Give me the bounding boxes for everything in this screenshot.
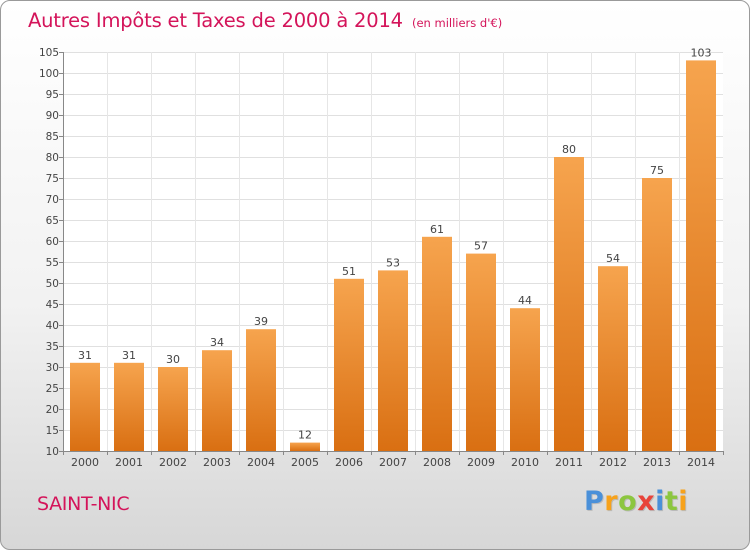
data-label: 54 <box>606 252 620 265</box>
bar <box>246 329 276 451</box>
y-tick-label: 85 <box>46 131 59 143</box>
y-tick-label: 80 <box>46 152 59 164</box>
x-tick-label: 2000 <box>71 456 99 469</box>
y-tick-label: 75 <box>46 173 59 185</box>
bar <box>158 367 188 451</box>
x-tick-label: 2007 <box>379 456 407 469</box>
y-tick-label: 65 <box>46 215 59 227</box>
brand-letter: i <box>678 486 689 517</box>
x-tick-label: 2003 <box>203 456 231 469</box>
y-tick-label: 25 <box>46 383 59 395</box>
brand-letter: P <box>584 486 605 517</box>
data-label: 53 <box>386 256 400 269</box>
y-tick-label: 100 <box>39 68 59 80</box>
bar <box>642 178 672 451</box>
data-label: 31 <box>78 349 92 362</box>
x-tick-label: 2005 <box>291 456 319 469</box>
y-tick-label: 30 <box>46 362 59 374</box>
data-label: 61 <box>430 223 444 236</box>
bar <box>554 157 584 451</box>
bar <box>686 60 716 452</box>
data-label: 103 <box>691 46 712 59</box>
y-tick-label: 70 <box>46 194 59 206</box>
chart-subtitle: (en milliers d'€) <box>411 16 503 30</box>
x-tick-label: 2002 <box>159 456 187 469</box>
data-label: 31 <box>122 349 136 362</box>
brand-letter: t <box>664 486 679 517</box>
brand-letter: r <box>604 486 619 517</box>
x-tick-label: 2004 <box>247 456 275 469</box>
brand-letter: i <box>655 486 665 517</box>
y-tick-label: 40 <box>46 320 59 332</box>
x-tick-label: 2006 <box>335 456 363 469</box>
x-tick-label: 2001 <box>115 456 143 469</box>
y-tick-label: 35 <box>46 341 59 353</box>
chart-title: Autres Impôts et Taxes de 2000 à 2014 (e… <box>28 7 502 37</box>
bar <box>70 362 100 451</box>
y-tick-label: 45 <box>46 299 59 311</box>
y-tick-label: 10 <box>46 446 59 458</box>
y-tick-label: 105 <box>39 47 59 59</box>
x-tick-label: 2012 <box>599 456 627 469</box>
x-tick-label: 2013 <box>643 456 671 469</box>
y-tick-label: 60 <box>46 236 59 248</box>
data-label: 80 <box>562 143 576 156</box>
bar <box>598 266 628 451</box>
x-tick-label: 2011 <box>555 456 583 469</box>
y-tick-label: 15 <box>46 425 59 437</box>
bar <box>290 442 320 451</box>
data-label: 30 <box>166 353 180 366</box>
bar <box>510 308 540 451</box>
data-label: 75 <box>650 164 664 177</box>
bar <box>114 362 144 451</box>
chart-title-text: Autres Impôts et Taxes de 2000 à 2014 <box>28 9 403 32</box>
y-tick-label: 90 <box>46 110 59 122</box>
data-label: 57 <box>474 240 488 253</box>
brand-letter: o <box>618 486 638 517</box>
x-tick-label: 2014 <box>687 456 715 469</box>
y-tick-label: 95 <box>46 89 59 101</box>
bar <box>202 350 232 451</box>
brand-letter: x <box>637 486 656 517</box>
y-tick-label: 50 <box>46 278 59 290</box>
y-tick-label: 20 <box>46 404 59 416</box>
data-label: 34 <box>210 336 224 349</box>
x-tick-label: 2008 <box>423 456 451 469</box>
data-label: 39 <box>254 315 268 328</box>
brand-logo: Proxiti <box>584 486 688 517</box>
x-tick-label: 2009 <box>467 456 495 469</box>
x-tick-label: 2010 <box>511 456 539 469</box>
data-label: 12 <box>298 429 312 442</box>
bar <box>422 236 452 451</box>
y-tick-label: 55 <box>46 257 59 269</box>
data-label: 44 <box>518 294 532 307</box>
commune-name: SAINT-NIC <box>37 493 130 515</box>
bar <box>334 278 364 451</box>
bar <box>466 253 496 451</box>
bar <box>378 270 408 451</box>
data-label: 51 <box>342 265 356 278</box>
